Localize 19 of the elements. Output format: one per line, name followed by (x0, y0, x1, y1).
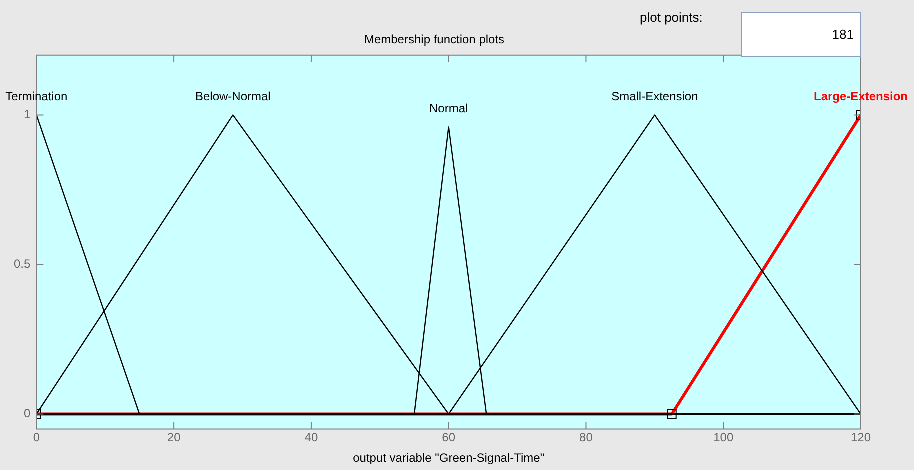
x-tick-label: 80 (580, 430, 594, 445)
y-tick-label: 0.5 (14, 257, 31, 272)
y-tick-label: 1 (24, 108, 31, 122)
series-label: Below-Normal (195, 90, 271, 104)
x-axis-title: output variable "Green-Signal-Time" (353, 451, 545, 466)
x-tick-label: 60 (442, 430, 456, 445)
series-label: Large-Extension (814, 90, 908, 104)
x-tick-label: 120 (850, 430, 872, 445)
text: plot points: (640, 10, 703, 25)
x-tick-label: 40 (304, 430, 318, 445)
chart-title: Membership function plots (364, 32, 505, 47)
x-tick-label: 100 (714, 430, 734, 445)
x-tick-label: 20 (167, 430, 182, 445)
series-label: Normal (430, 101, 468, 116)
y-tick-label: 0 (24, 406, 31, 421)
x-tick-label: 0 (33, 430, 40, 445)
series-label: Termination (6, 90, 68, 104)
text-field: 181 (741, 12, 861, 57)
series-label: Small-Extension (612, 90, 698, 104)
